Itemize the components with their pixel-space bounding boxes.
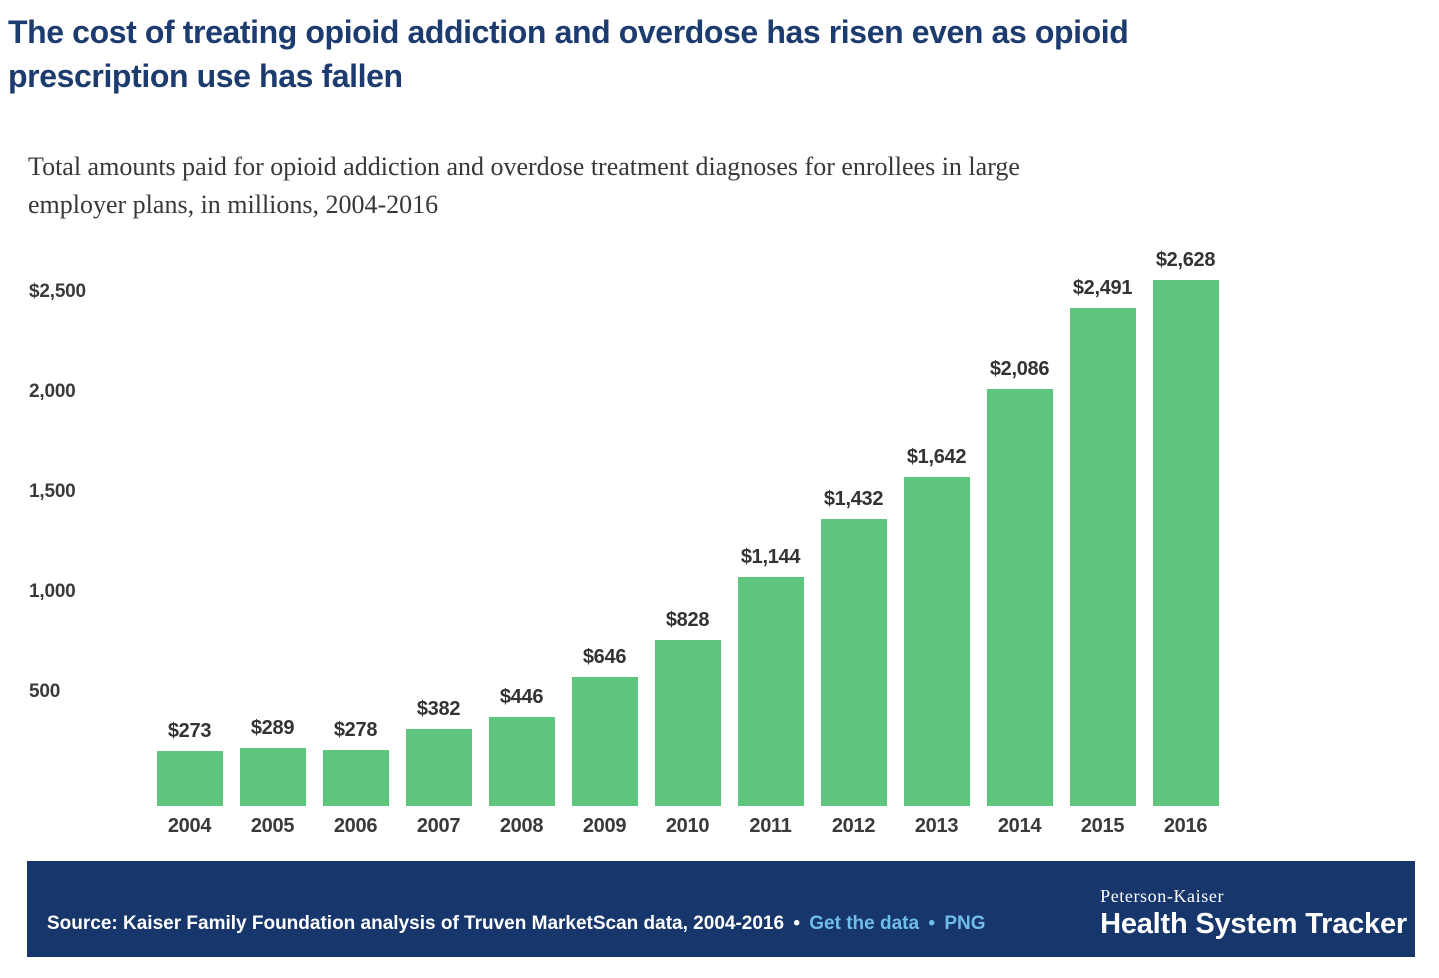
bars-row: $273 $289 $278 $382 $446 $646 $828 $1,144 $1,432… — [148, 249, 1227, 806]
bar-value-label: $446 — [499, 685, 544, 708]
bar[interactable] — [820, 519, 887, 806]
bar-column: $828 — [646, 609, 729, 806]
bar-value-label: $273 — [167, 720, 212, 743]
bar-column: $1,642 — [895, 446, 978, 806]
x-tick-label: 2010 — [665, 814, 710, 837]
x-tick-label: 2013 — [914, 814, 959, 837]
x-tick-label: 2006 — [333, 814, 378, 837]
bar-column: $382 — [397, 698, 480, 806]
page: The cost of treating opioid addiction an… — [0, 10, 1439, 978]
page-title: The cost of treating opioid addiction an… — [8, 14, 1129, 95]
bar[interactable] — [903, 477, 970, 806]
x-tick-label: 2011 — [749, 814, 792, 837]
bar-column: $2,086 — [978, 358, 1061, 806]
x-tick-label: 2008 — [499, 814, 544, 837]
bar[interactable] — [1152, 280, 1219, 806]
bar-value-label: $2,491 — [1072, 276, 1133, 299]
bar[interactable] — [986, 388, 1053, 806]
x-tick-label: 2015 — [1080, 814, 1125, 837]
bar[interactable] — [488, 716, 555, 806]
bar-value-label: $289 — [250, 716, 295, 739]
y-tick-label: $2,500 — [29, 280, 86, 302]
x-tick-label: 2004 — [167, 814, 212, 837]
bar-column: $646 — [563, 646, 646, 806]
y-tick-label: 1,000 — [29, 580, 76, 602]
plot-area: $2,500 2,000 1,500 1,000 500 $273 $289 $278 $38… — [0, 248, 1439, 806]
x-tick-label: 2007 — [416, 814, 461, 837]
y-tick-label: 500 — [29, 680, 61, 702]
brand-peterson-kaiser: Peterson-Kaiser — [1100, 885, 1225, 906]
source-line: Source: Kaiser Family Foundation analysi… — [47, 913, 986, 935]
bar-value-label: $646 — [582, 645, 627, 668]
bar-column: $273 — [148, 720, 231, 806]
y-tick-label: 1,500 — [29, 480, 76, 502]
bar-column: $2,491 — [1061, 277, 1144, 806]
x-axis: 2004 2005 2006 2007 2008 2009 2010 2011 2012 2013… — [148, 815, 1439, 838]
footer-bar: Source: Kaiser Family Foundation analysi… — [27, 861, 1415, 957]
bar-column: $289 — [231, 717, 314, 806]
bar[interactable] — [156, 751, 223, 806]
x-tick-label: 2016 — [1163, 814, 1208, 837]
bar[interactable] — [571, 676, 638, 806]
x-tick-label: 2009 — [582, 814, 627, 837]
bar-value-label: $382 — [416, 698, 461, 721]
y-tick-label: 2,000 — [29, 380, 76, 402]
bar-value-label: $2,628 — [1155, 249, 1216, 272]
bar[interactable] — [654, 640, 721, 806]
png-link[interactable]: PNG — [944, 913, 986, 934]
bar-column: $1,144 — [729, 546, 812, 806]
brand-health-system-tracker: Health System Tracker — [1100, 907, 1407, 940]
source-text: Source: Kaiser Family Foundation analysi… — [47, 913, 785, 934]
x-tick-label: 2012 — [831, 814, 876, 837]
get-the-data-link[interactable]: Get the data — [809, 913, 920, 934]
chart-subtitle: Total amounts paid for opioid addiction … — [28, 152, 1020, 219]
bar[interactable] — [405, 729, 472, 806]
bar-column: $278 — [314, 719, 397, 806]
bullet-separator: • — [928, 913, 936, 934]
bar-value-label: $828 — [665, 609, 710, 632]
bar-value-label: $2,086 — [989, 357, 1050, 380]
bar-value-label: $1,432 — [823, 488, 884, 511]
bar-column: $2,628 — [1144, 249, 1227, 806]
bar[interactable] — [1069, 307, 1136, 806]
bar[interactable] — [239, 747, 306, 806]
x-tick-label: 2014 — [997, 814, 1042, 837]
bar[interactable] — [737, 576, 804, 806]
bar-column: $1,432 — [812, 488, 895, 806]
bar-value-label: $1,642 — [906, 446, 967, 469]
bar-column: $446 — [480, 686, 563, 806]
bar-chart: $2,500 2,000 1,500 1,000 500 $273 $289 $278 $38… — [0, 248, 1439, 838]
brand-logo: Peterson-Kaiser Health System Tracker — [1100, 886, 1407, 941]
x-tick-label: 2005 — [250, 814, 295, 837]
bar[interactable] — [322, 750, 389, 806]
bar-value-label: $1,144 — [740, 545, 801, 568]
bar-value-label: $278 — [333, 719, 378, 742]
bullet-separator: • — [793, 913, 800, 934]
